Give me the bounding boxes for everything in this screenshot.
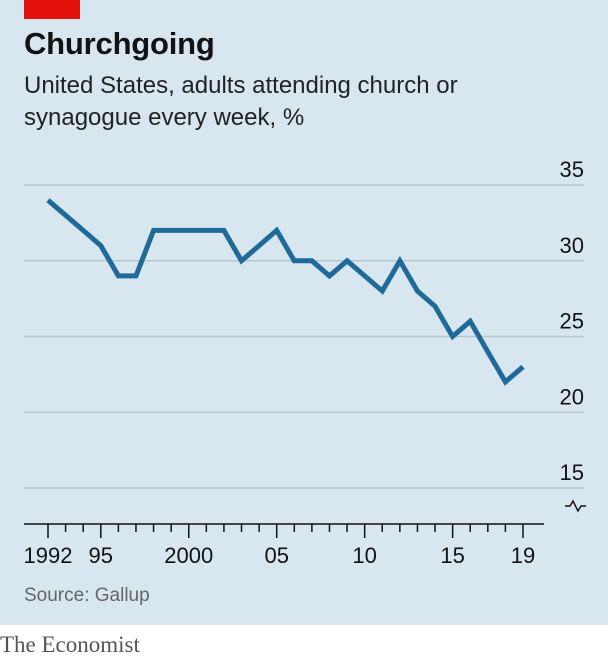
chart-title: Churchgoing — [24, 26, 215, 61]
series-line-0 — [46, 198, 525, 386]
y-tick-label-25: 25 — [560, 309, 584, 334]
line-chart: 15 20 25 30 35 1992 95 2000 05 10 15 19 — [24, 157, 586, 568]
y-tick-label-30: 30 — [560, 233, 584, 258]
y-tick-label-35: 35 — [560, 157, 584, 182]
y-axis-ticks: 15 20 25 30 35 — [560, 157, 586, 513]
brand-accent-bar — [24, 0, 80, 19]
x-axis: 1992 95 2000 05 10 15 19 — [24, 523, 544, 568]
axis-break-icon — [565, 499, 586, 513]
y-tick-label-15: 15 — [560, 460, 584, 485]
chart-subtitle: United States, adults attending church o… — [24, 72, 458, 131]
gridlines — [24, 184, 584, 489]
source-note: Source: Gallup — [24, 585, 150, 606]
series-lines — [46, 198, 525, 386]
y-tick-label-20: 20 — [560, 384, 584, 409]
x-tick-label-1995: 95 — [89, 543, 113, 568]
x-tick-label-2005: 05 — [264, 543, 288, 568]
chart-panel — [0, 0, 608, 625]
x-tick-label-2000: 2000 — [164, 543, 213, 568]
x-tick-label-2019: 19 — [511, 543, 535, 568]
publisher-logo: The Economist — [0, 632, 140, 657]
x-tick-label-1992: 1992 — [24, 543, 73, 568]
x-tick-label-2015: 15 — [440, 543, 464, 568]
x-tick-label-2010: 10 — [352, 543, 376, 568]
